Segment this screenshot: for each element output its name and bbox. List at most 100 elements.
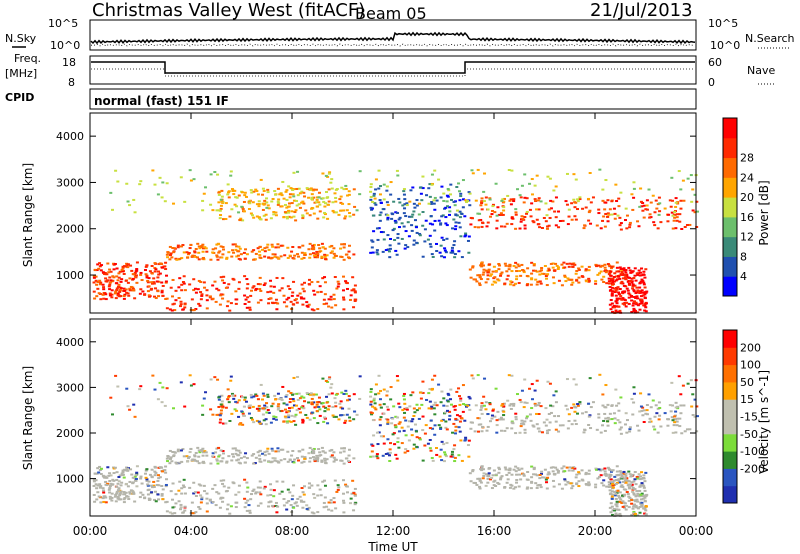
velocity-cell [145,479,149,482]
velocity-cell [342,479,346,482]
power-cell [263,250,267,253]
power-cell [378,219,382,222]
power-cell [609,298,613,301]
velocity-cell [412,407,416,410]
velocity-cell [263,451,267,454]
velocity-cell [426,442,430,445]
power-cell [613,212,617,215]
power-cell [519,274,523,277]
power-cell [502,197,506,200]
power-cell [205,294,209,297]
velocity-cell [352,393,356,396]
velocity-cell [213,376,217,379]
velocity-cell [237,415,241,418]
power-cell [636,289,640,292]
power-cell [151,169,155,172]
power-cell [118,270,122,273]
velocity-cell [615,470,619,473]
velocity-cell [211,452,215,455]
power-cell [291,246,295,249]
velocity-cell [691,414,695,417]
velocity-cell [352,509,356,512]
velocity-cell [638,489,642,492]
power-cell [134,270,138,273]
velocity-cell [605,485,609,488]
velocity-cell [424,424,428,427]
velocity-cell [297,459,301,462]
power-cell [587,197,591,200]
power-cell [610,213,614,216]
power-cell [113,292,117,295]
power-cell [231,249,235,252]
velocity-cell [316,458,320,461]
power-cell [173,309,177,312]
power-cell [105,280,109,283]
power-cell [280,205,284,208]
power-cell [220,189,224,192]
velocity-cell [445,428,449,431]
power-cell [591,196,595,199]
power-cell [261,193,265,196]
power-cell [428,222,432,225]
power-cell [632,289,636,292]
velocity-cell [430,388,434,391]
power-cell [542,272,546,275]
power-cell [552,282,556,285]
power-cell [340,186,344,189]
velocity-cell [602,479,606,482]
power-cell [444,216,448,219]
velocity-cell [608,412,612,415]
velocity-cell [678,417,682,420]
power-cell [257,250,261,253]
velocity-cell [215,413,219,416]
power-cell [339,247,343,250]
power-cell [225,305,229,308]
power-cell [628,269,632,272]
power-cell [242,210,246,213]
velocity-cell [414,430,418,433]
velocity-cell [577,480,581,483]
velocity-cell [254,393,258,396]
power-cell [114,297,118,300]
power-cell [419,192,423,195]
velocity-cell [496,410,500,413]
power-cell [244,298,248,301]
power-cell [288,196,292,199]
velocity-cell [659,425,663,428]
power-cell [453,256,457,259]
power-cell [277,202,281,205]
velocity-cell [135,485,139,488]
power-cell [398,216,402,219]
velocity-cell [518,398,522,401]
power-cell [321,246,325,249]
velocity-cell [99,472,103,475]
velocity-cell [611,484,615,487]
power-cell [278,289,282,292]
velocity-cell [342,511,346,514]
velocity-cell [567,413,571,416]
power-cell [109,279,113,282]
velocity-cell [314,457,318,460]
power-cell [415,204,419,207]
power-cell [153,270,157,273]
power-cell [537,223,541,226]
velocity-cell [203,490,207,493]
power-cell [113,262,117,265]
power-cell [481,273,485,276]
power-cell [102,297,106,300]
power-cell [256,301,260,304]
power-cell [378,193,382,196]
velocity-cell [530,407,534,410]
velocity-cell [648,417,652,420]
power-cell [252,285,256,288]
velocity-cell [388,448,392,451]
power-cell [132,198,136,201]
power-cell [320,257,324,260]
velocity-cell [379,435,383,438]
velocity-cell [317,448,321,451]
velocity-cell [266,393,270,396]
velocity-cell [251,490,255,493]
power-cell [310,196,314,199]
velocity-cell [495,419,499,422]
power-cell [95,283,99,286]
